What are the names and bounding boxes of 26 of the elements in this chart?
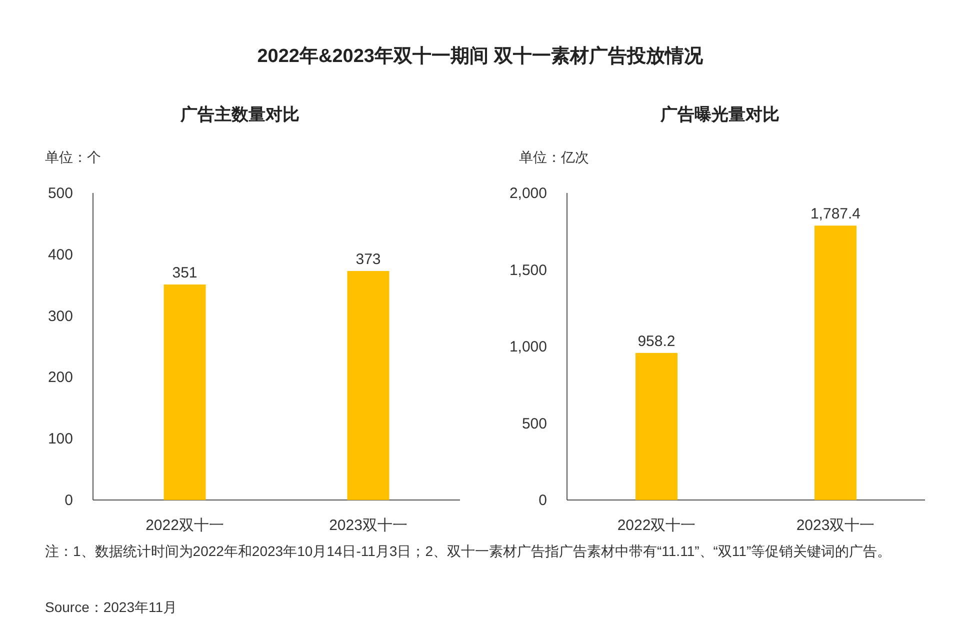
x-tick-label: 2023双十一 xyxy=(329,517,408,534)
chart-subtitle: 广告曝光量对比 xyxy=(660,105,780,124)
text: 注：1、数据统计时间为2022年和2023年10月14日-11月3日；2、双十一素材广告指广告素材中带有“11.11”、“双11”等促销关键词的广告。 xyxy=(45,542,892,561)
data-label: 351 xyxy=(172,264,198,282)
y-tick-label: 400 xyxy=(48,246,73,264)
source-note: Source：2023年11月 xyxy=(45,599,178,615)
y-tick-label: 1,500 xyxy=(509,262,547,279)
x-tick-label: 2023双十一 xyxy=(796,517,875,534)
y-tick-label: 100 xyxy=(48,430,73,448)
y-tick-label: 0 xyxy=(64,492,73,509)
x-tick-label: 2022双十一 xyxy=(146,517,224,534)
chart-subtitle: 广告主数量对比 xyxy=(180,105,300,124)
x-tick-label: 2022双十一 xyxy=(617,517,696,534)
y-axis-title: 单位：个 xyxy=(45,149,101,165)
y-tick-label: 2,000 xyxy=(509,185,547,202)
y-tick-label: 0 xyxy=(538,492,547,509)
y-axis-title: 单位：亿次 xyxy=(519,149,589,165)
data-label: 373 xyxy=(356,250,381,268)
y-tick-label: 500 xyxy=(522,415,547,432)
y-tick-label: 200 xyxy=(48,369,73,386)
y-tick-label: 500 xyxy=(48,185,73,202)
text: 958.2 xyxy=(638,332,676,350)
y-tick-label: 300 xyxy=(48,308,73,325)
text: 1,787.4 xyxy=(810,206,861,223)
chart-title: 2022年&2023年双十一期间 双十一素材广告投放情况 xyxy=(257,45,704,67)
y-tick-label: 1,000 xyxy=(509,338,547,356)
